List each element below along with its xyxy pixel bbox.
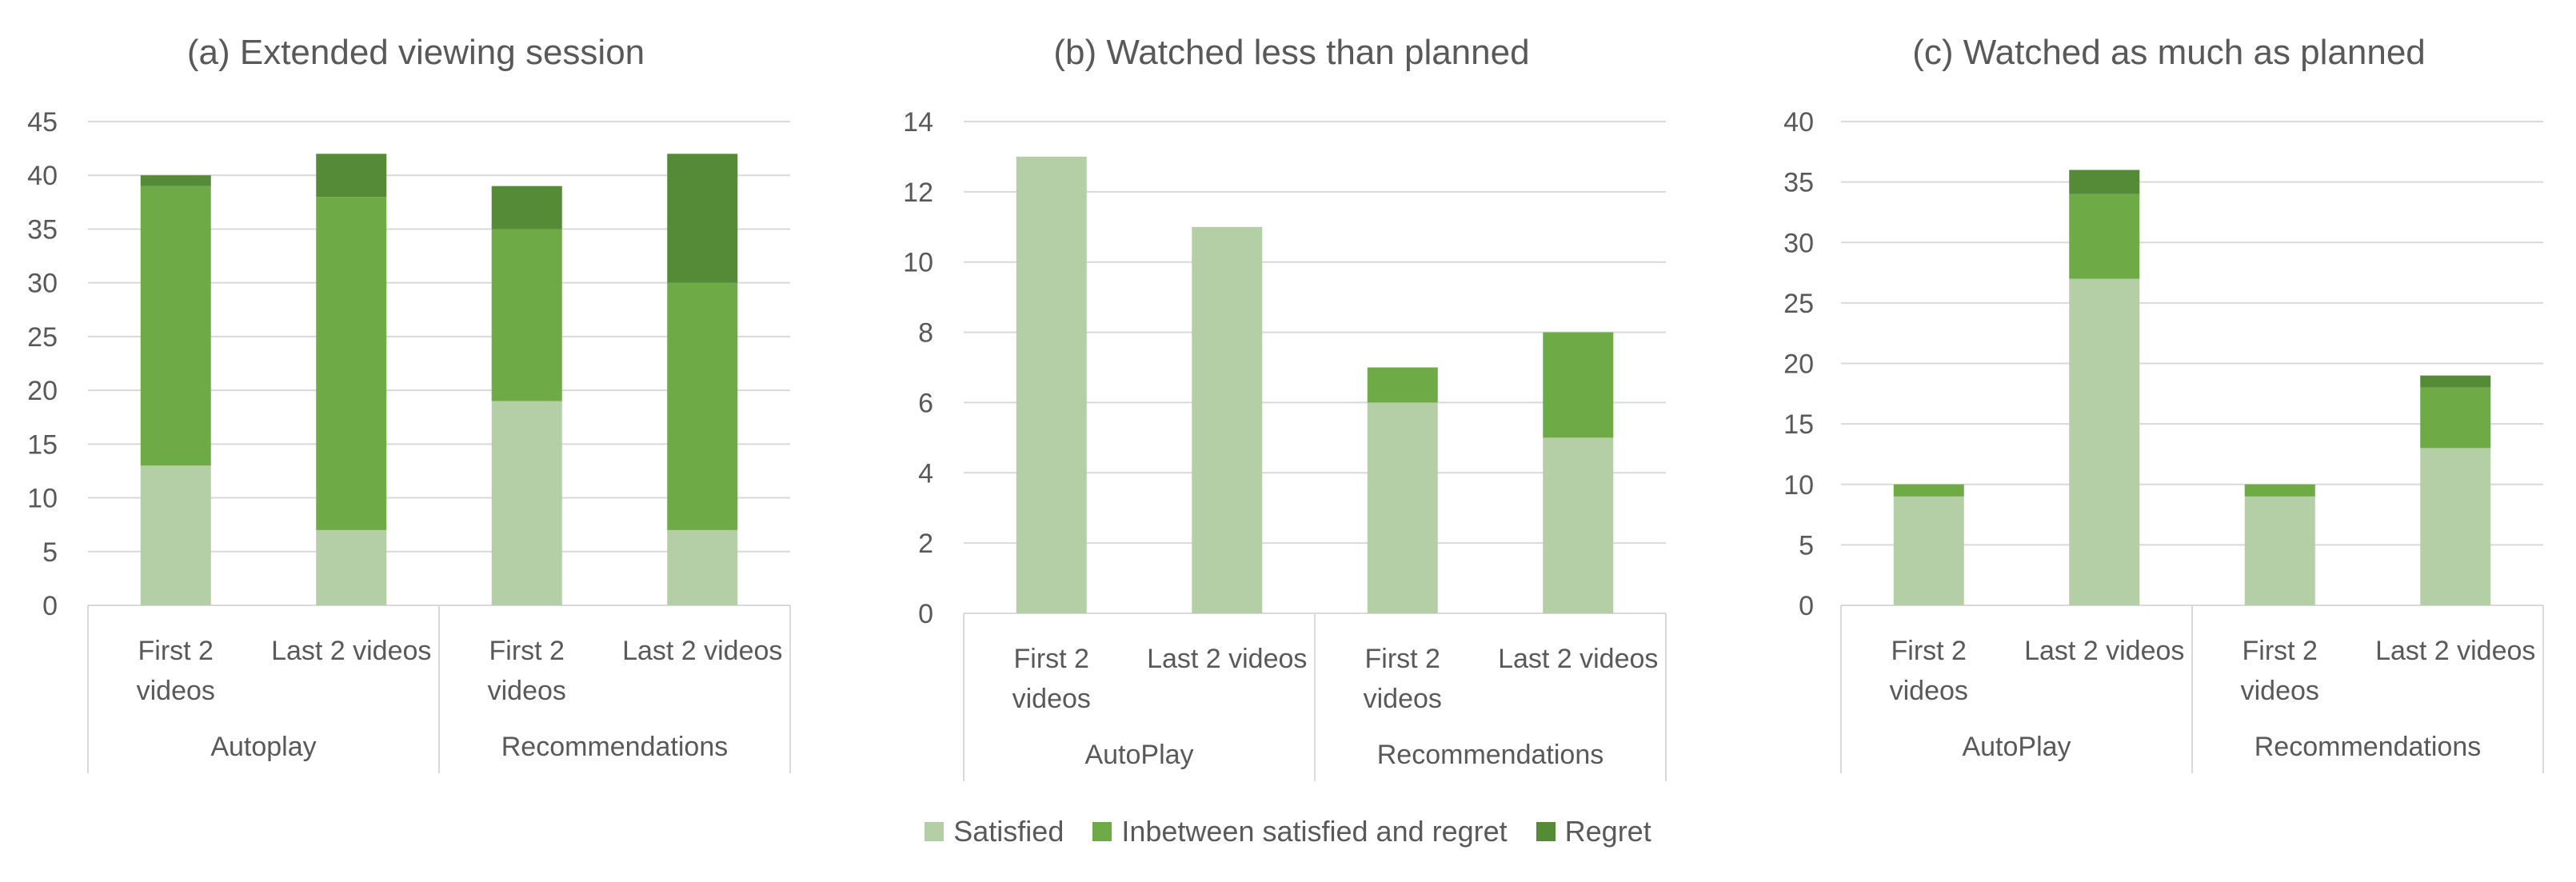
y-tick-label: 35 (27, 214, 58, 245)
bar-segment-inbetween (1893, 484, 1964, 497)
y-tick-label: 25 (27, 322, 58, 353)
y-tick-label: 14 (903, 107, 933, 138)
y-tick-label: 30 (27, 269, 58, 299)
category-label: First 2 (1365, 644, 1440, 674)
group-label: Recommendations (2254, 732, 2481, 762)
y-tick-label: 35 (1783, 168, 1814, 198)
y-tick-label: 2 (918, 529, 933, 559)
category-label: Last 2 videos (271, 636, 431, 666)
legend-swatch-satisfied (925, 822, 945, 841)
legend-swatch-inbetween (1092, 822, 1112, 841)
legend-item-inbetween: Inbetween satisfied and regret (1092, 815, 1508, 848)
y-tick-label: 10 (903, 248, 933, 278)
bar-segment-satisfied (2069, 278, 2140, 605)
category-label: videos (1364, 684, 1442, 714)
y-tick-label: 10 (1783, 470, 1814, 501)
bar-segment-inbetween (140, 186, 211, 466)
y-tick-label: 10 (27, 484, 58, 514)
group-label: AutoPlay (1084, 740, 1193, 770)
bar-segment-inbetween (2069, 194, 2140, 279)
group-label: AutoPlay (1962, 732, 2071, 762)
bar-segment-regret (2069, 170, 2140, 194)
group-label: Autoplay (210, 732, 316, 762)
y-tick-label: 5 (42, 537, 58, 568)
bar-segment-satisfied (1192, 226, 1263, 613)
y-tick-label: 0 (42, 591, 58, 621)
bar-segment-inbetween (316, 197, 387, 530)
bar-segment-inbetween (1367, 367, 1438, 403)
category-label: First 2 (1891, 636, 1967, 666)
bar-segment-regret (316, 154, 387, 198)
category-label: Last 2 videos (2024, 636, 2184, 666)
y-tick-label: 0 (918, 599, 933, 629)
y-tick-label: 45 (27, 107, 58, 138)
category-label: First 2 (138, 636, 214, 666)
chart-title: (c) Watched as much as planned (1912, 33, 2426, 72)
category-label: First 2 (489, 636, 565, 666)
bar-segment-satisfied (140, 465, 211, 605)
legend-swatch-regret (1536, 822, 1556, 841)
y-tick-label: 4 (918, 458, 933, 489)
y-tick-label: 8 (918, 318, 933, 349)
bar-segment-satisfied (1543, 437, 1614, 613)
y-tick-label: 40 (27, 161, 58, 191)
category-label: videos (2241, 676, 2319, 706)
y-tick-label: 40 (1783, 107, 1814, 138)
category-label: videos (1890, 676, 1968, 706)
category-label: Last 2 videos (1147, 644, 1307, 674)
bar-segment-regret (667, 154, 738, 283)
legend-label-regret: Regret (1564, 815, 1651, 848)
group-label: Recommendations (1377, 740, 1604, 770)
y-tick-label: 0 (1799, 591, 1814, 621)
category-label: videos (1012, 684, 1091, 714)
category-label: Last 2 videos (2375, 636, 2535, 666)
bar-segment-satisfied (491, 401, 562, 605)
y-tick-label: 6 (918, 388, 933, 418)
category-label: Last 2 videos (1498, 644, 1658, 674)
y-tick-label: 25 (1783, 289, 1814, 319)
bar-segment-regret (2420, 375, 2491, 388)
legend-label-inbetween: Inbetween satisfied and regret (1121, 815, 1508, 848)
y-tick-label: 5 (1799, 530, 1814, 561)
bar-segment-satisfied (316, 529, 387, 605)
y-tick-label: 15 (27, 429, 58, 460)
legend-item-regret: Regret (1536, 815, 1651, 848)
bar-segment-regret (140, 175, 211, 186)
legend: Satisfied Inbetween satisfied and regret… (0, 809, 2576, 854)
bar-segment-regret (491, 186, 562, 229)
bar-segment-inbetween (667, 282, 738, 530)
bar-segment-inbetween (2420, 387, 2491, 449)
bar-segment-satisfied (2420, 448, 2491, 605)
bar-segment-satisfied (667, 529, 738, 605)
y-tick-label: 20 (1783, 349, 1814, 380)
category-label: First 2 (1014, 644, 1089, 674)
category-label: videos (488, 676, 566, 706)
chart-title: (a) Extended viewing session (187, 33, 645, 72)
y-tick-label: 12 (903, 178, 933, 208)
category-label: First 2 (2243, 636, 2318, 666)
bar-segment-inbetween (2244, 484, 2315, 497)
bar-segment-satisfied (2244, 496, 2315, 605)
bar-segment-satisfied (1893, 496, 1964, 605)
bar-segment-satisfied (1367, 402, 1438, 613)
bar-segment-satisfied (1016, 156, 1087, 613)
category-label: Last 2 videos (622, 636, 782, 666)
bar-segment-inbetween (1543, 332, 1614, 438)
y-tick-label: 30 (1783, 228, 1814, 258)
chart-title: (b) Watched less than planned (1053, 33, 1529, 72)
group-label: Recommendations (501, 732, 728, 762)
bar-segment-inbetween (491, 229, 562, 401)
y-tick-label: 15 (1783, 409, 1814, 440)
category-label: videos (137, 676, 215, 706)
legend-label-satisfied: Satisfied (953, 815, 1064, 848)
y-tick-label: 20 (27, 376, 58, 406)
legend-item-satisfied: Satisfied (925, 815, 1064, 848)
